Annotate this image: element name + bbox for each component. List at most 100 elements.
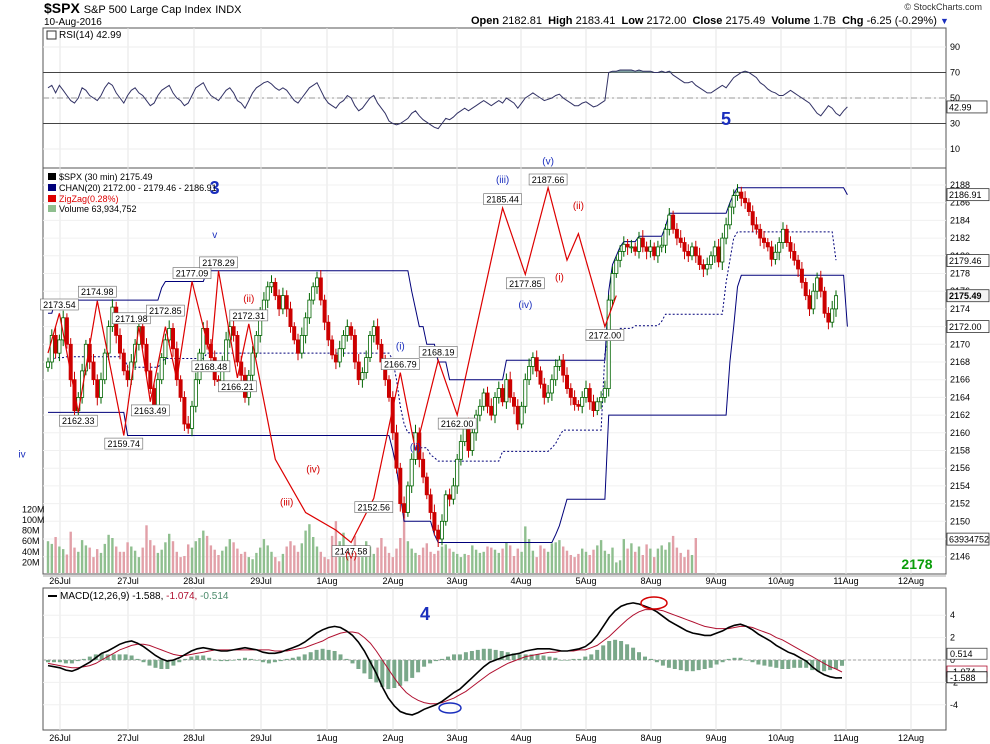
x-axis-label-bottom: 9Aug [705, 733, 726, 743]
symbol-title: $SPX S&P 500 Large Cap Index INDX [44, 0, 242, 16]
candle-body [95, 379, 100, 398]
volume-bar [618, 560, 622, 573]
candle-body [500, 388, 505, 403]
candle-body [163, 339, 168, 358]
zigzag-price-label: 2172.31 [233, 311, 266, 321]
macd-histogram-bar [52, 660, 56, 663]
macd-histogram-bar [213, 660, 218, 661]
candle-body [64, 317, 69, 345]
candle-body [371, 326, 376, 336]
volume-bar [152, 545, 156, 573]
candle-body [345, 326, 350, 336]
macd-histogram-bar [499, 651, 504, 660]
candle-body [121, 352, 126, 372]
volume-bar [425, 543, 428, 573]
candle-body [489, 405, 494, 416]
macd-histogram-bar [637, 652, 641, 660]
x-axis-label: 29Jul [250, 576, 272, 586]
candle-body [512, 396, 517, 407]
macd-histogram-bar [732, 657, 737, 660]
volume-tick-label: 40M [22, 547, 40, 557]
candle-body [580, 396, 585, 407]
candle-body [549, 379, 554, 394]
zigzag-price-label: 2178.29 [202, 258, 235, 268]
wave-label: (v) [345, 550, 357, 561]
candle-body [322, 299, 327, 323]
volume-bar [259, 547, 262, 573]
macd-histogram-bar [362, 660, 367, 674]
macd-histogram-bar [284, 658, 289, 660]
macd-histogram-bar [249, 658, 253, 660]
macd-histogram-bar [225, 660, 230, 662]
volume-bar [603, 550, 607, 573]
macd-histogram-bar [356, 660, 361, 669]
macd-histogram-bar [260, 660, 265, 663]
macd-histogram-bar [565, 660, 570, 661]
macd-histogram-bar [237, 658, 241, 660]
macd-histogram-bar [201, 655, 206, 660]
candle-body [773, 251, 778, 260]
volume-bar [668, 542, 671, 573]
volume-bar [543, 548, 546, 573]
volume-bar [520, 551, 523, 573]
volume-bar [596, 545, 599, 573]
candle-body [765, 242, 770, 248]
candle-body [57, 339, 62, 354]
volume-bar [77, 551, 80, 573]
volume-bar [274, 557, 277, 573]
candle-body [254, 334, 259, 354]
candle-body [606, 299, 611, 390]
candle-body [49, 334, 54, 363]
count-label: 2178 [901, 556, 932, 572]
candle-body [523, 379, 528, 407]
volume-bar [357, 549, 360, 573]
macd-histogram-bar [619, 641, 624, 660]
volume-bar [270, 551, 273, 573]
candle-body [405, 485, 410, 513]
price-tick-label: 2158 [950, 446, 970, 456]
candle-body [777, 242, 782, 253]
macd-histogram-bar [774, 660, 779, 668]
macd-histogram-bar [589, 654, 594, 660]
candle-body [750, 211, 755, 226]
volume-bar [660, 545, 663, 573]
volume-bar [160, 549, 163, 573]
macd-histogram-bar [75, 660, 80, 662]
macd-histogram-bar [714, 660, 719, 665]
macd-histogram-bar [219, 660, 224, 662]
volume-bar [569, 555, 572, 573]
volume-bar [323, 557, 326, 573]
candle-body [311, 286, 316, 301]
volume-bar [251, 559, 254, 573]
candle-body [269, 281, 274, 288]
volume-bar [444, 544, 447, 573]
volume-bar [535, 557, 538, 573]
candle-body [155, 379, 160, 407]
volume-bar [149, 540, 152, 573]
x-axis-label-bottom: 8Aug [640, 733, 661, 743]
volume-bar [452, 551, 455, 573]
volume-bar [194, 541, 197, 573]
candle-body [193, 379, 198, 407]
x-axis-label: 12Aug [898, 576, 924, 586]
volume-bar [141, 547, 144, 573]
volume-bar [130, 546, 133, 573]
volume-bar [565, 550, 569, 573]
zigzag-price-label-box [78, 285, 117, 298]
volume-bar [554, 542, 557, 573]
candle-body [424, 476, 429, 496]
macd-histogram-bar [308, 652, 313, 660]
candle-body [277, 295, 282, 310]
candle-body [349, 326, 354, 336]
volume-bar [626, 548, 629, 573]
macd-histogram-bar [422, 660, 427, 667]
rsi-tick-label: 70 [950, 68, 960, 78]
candle-body [341, 334, 346, 350]
macd-histogram-bar [666, 660, 671, 668]
wave-label-5: 5 [721, 109, 731, 129]
x-axis-label-bottom: 1Aug [316, 733, 337, 743]
macd-histogram-bar [762, 660, 767, 666]
zigzag-price-label-box [191, 360, 231, 373]
x-axis-label: 3Aug [446, 576, 467, 586]
macd-histogram-bar [302, 654, 307, 660]
